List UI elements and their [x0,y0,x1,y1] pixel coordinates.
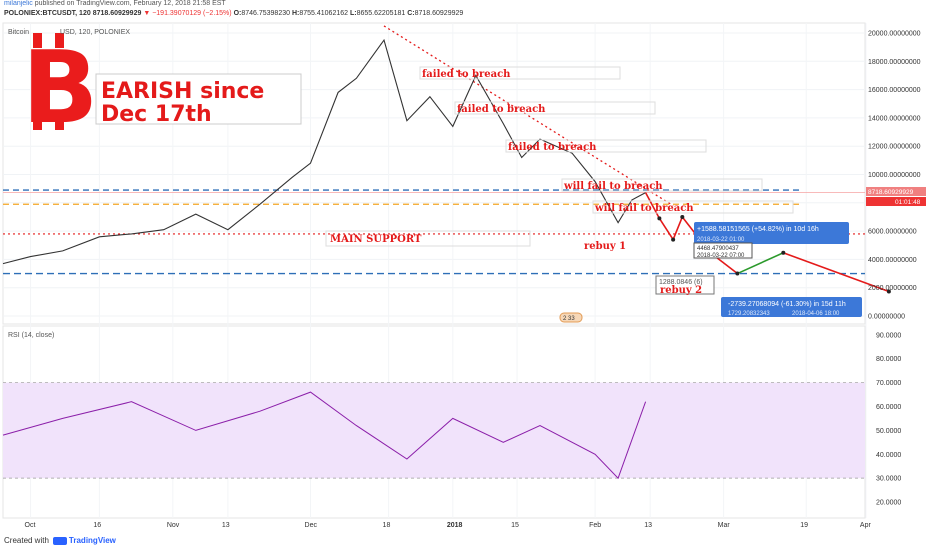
main-support-label: MAIN SUPPORT [330,234,422,245]
last-price-axis-text: 8718.60929929 [868,189,914,196]
time-tick-label: 15 [511,522,519,529]
countdown-text: 01:01:48 [895,199,921,206]
bitcoin-logo-icon: B [22,29,98,146]
measure-down-line3: 2018-04-06 18:00 [792,311,840,317]
time-tick-label: Feb [589,522,601,529]
publish-info: milanjelic published on TradingView.com,… [4,0,226,7]
price-tick-label: 20000.00000000 [868,31,921,38]
last-price-label [866,187,926,196]
price-tick-label: 0.00000000 [868,314,905,321]
ohlc-close: C:8718.60929929 [407,10,464,17]
measure-up-line3: 2018-03-22 07:00 [697,253,745,259]
failed-to-breach-1: failed to breach [422,69,511,80]
measure-up-line4: 2018-03-22 01:00 [697,237,745,243]
measure-tooltip-down[interactable] [721,297,862,317]
footer-created: Created with [4,536,49,545]
rsi-axis: 90.0000 80.0000 70.0000 60.0000 50.0000 40.00… [876,332,901,506]
time-tick-label: Nov [167,522,180,529]
failed-to-breach-2: failed to breach [457,104,546,115]
price-series[interactable] [2,38,646,265]
rsi-series[interactable] [2,391,647,480]
will-fail-to-breach-1: will fail to breach [563,181,663,192]
rsi-band [3,382,865,479]
events-count: 2 33 [563,316,575,322]
projection-point [680,214,685,219]
price-tick-label: 12000.00000000 [868,144,921,151]
countdown-label [866,197,926,206]
measure-up-line1: +1588.58151565 (+54.82%) in 10d 16h [697,226,819,233]
author-link[interactable]: milanjelic [4,0,33,7]
time-tick-label: Mar [718,522,731,529]
level-lines [3,25,865,275]
projection-point [735,271,740,276]
rsi-tick-label: 60.0000 [876,404,901,411]
price-tick-label: 14000.00000000 [868,115,921,122]
rebuy-2-box-text: 1288.0846 (6) [659,279,703,286]
symbol-bar: POLONIEX:BTCUSDT, 120 8718.60929929 ▼ −1… [4,10,463,17]
price-tick-label: 2000.00000000 [868,285,917,292]
time-axis: Oct 16 Nov 13 Dec 18 2018 15 Feb 13 Mar 19 Apr [25,522,872,529]
rsi-tick-label: 50.0000 [876,428,901,435]
rsi-tick-label: 20.0000 [876,500,901,507]
measure-down-line1: -2739.27068094 (-61.30%) in 15d 11h [728,301,846,308]
rebuy-2-box[interactable] [655,275,715,295]
rsi-tick-label: 90.0000 [876,332,901,339]
time-tick-label: 13 [644,522,652,529]
projection-point [886,289,891,294]
rebuy-2-label: rebuy 2 [660,285,702,296]
downtrend-line [383,25,674,207]
projection-segment [644,192,661,219]
rebuy-1-label: rebuy 1 [584,241,626,252]
time-tick-label: Oct [25,522,36,529]
last-price: 8718.60929929 [92,10,142,17]
price-tick-label: 18000.00000000 [868,59,921,66]
rsi-title: RSI (14, close) [8,332,54,339]
projection-segment [672,216,684,240]
legend-suffix: USD, 120, POLONIEX [60,29,130,36]
price-axis: 20000.00000000 18000.00000000 16000.000000… [868,31,921,321]
time-tick-label: 18 [383,522,391,529]
rsi-tick-label: 80.0000 [876,356,901,363]
failed-to-breach-3: failed to breach [508,142,597,153]
time-tick-label: 13 [222,522,230,529]
measure-tooltip-up[interactable] [694,222,849,244]
publish-date: published on TradingView.com, February 1… [32,0,226,7]
events-marker-icon[interactable] [559,312,583,323]
ohlc-low: L:8655.62205181 [349,10,406,17]
legend-name: Bitcoin [8,29,29,36]
will-fail-to-breach-2: will fail to breach [594,203,694,214]
footer-brand[interactable]: TradingView [68,536,116,545]
ohlc-high: H:8755.41062162 [291,10,349,17]
footer: Created with TradingView [4,536,116,545]
price-tick-label: 4000.00000000 [868,257,917,264]
measure-up-price-box [693,242,753,259]
projection-segment [658,217,674,241]
projection-rebound-segment [737,252,784,275]
time-tick-label: Apr [860,522,872,529]
price-tick-label: 16000.00000000 [868,87,921,94]
time-tick-label: 2018 [447,522,463,529]
projection-point [781,250,786,255]
price-tick-label: 6000.00000000 [868,229,917,236]
projection-point [671,237,676,242]
symbol-label: POLONIEX:BTCUSDT, 120 [4,10,91,17]
rsi-tick-label: 70.0000 [876,380,901,387]
title-box [95,73,302,125]
price-tick-label: 10000.00000000 [868,172,921,179]
rsi-tick-label: 30.0000 [876,476,901,483]
rsi-tick-label: 40.0000 [876,452,901,459]
ohlc-open: O:8746.75398230 [233,10,291,17]
measure-up-line2: 4468.47900437 [697,246,739,252]
time-tick-label: 19 [800,522,808,529]
title-line-2: Dec 17th [101,102,212,127]
tradingview-logo-icon [52,536,67,545]
title-line-1: EARISH since [101,79,264,104]
time-tick-label: 16 [93,522,101,529]
measure-down-line2: 1729.20832343 [728,311,770,317]
price-change: ▼ −191.39070129 (−2.15%) [143,10,232,17]
projection-segment [783,252,890,293]
time-tick-label: Dec [305,522,318,529]
projection-point [657,216,662,221]
